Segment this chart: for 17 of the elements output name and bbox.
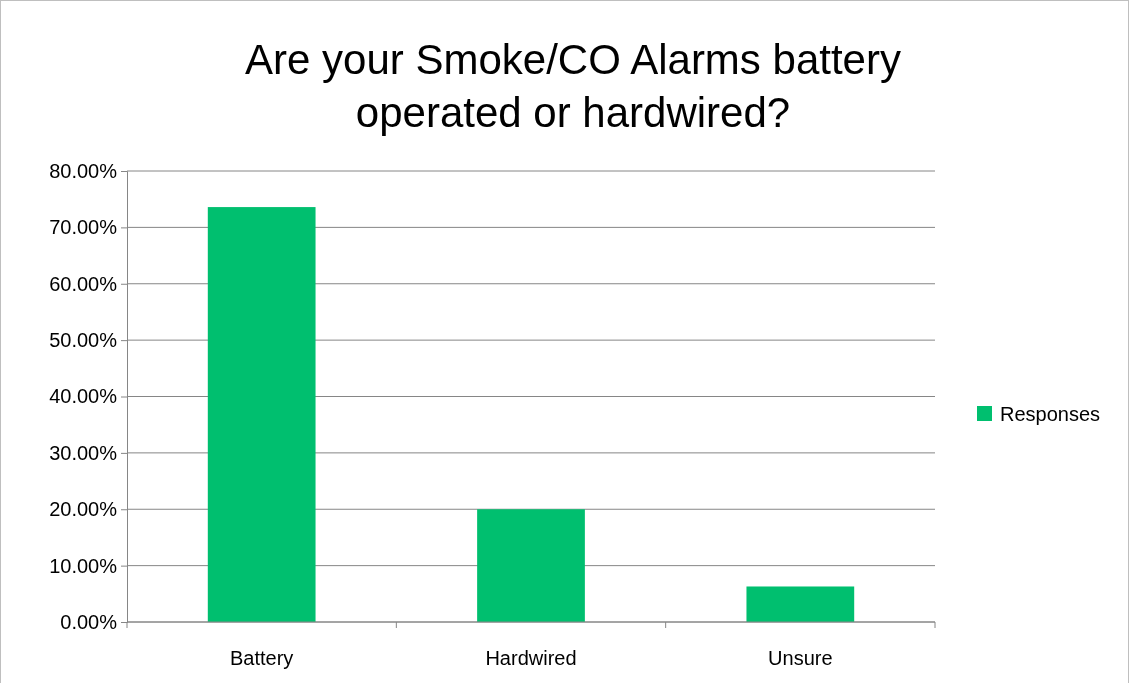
- y-tick-label: 20.00%: [49, 498, 118, 521]
- bar: [207, 207, 316, 622]
- x-tick-label: Unsure: [768, 647, 833, 669]
- y-tick-label: 50.00%: [49, 329, 118, 352]
- x-tick-label: Battery: [229, 647, 294, 669]
- y-tick-label: 10.00%: [49, 554, 118, 577]
- bar: [746, 586, 855, 622]
- x-tick-label: Hardwired: [485, 647, 577, 669]
- chart-title: Are your Smoke/CO Alarms battery operated or hardwired?: [245, 36, 901, 136]
- y-tick-label: 40.00%: [49, 385, 118, 408]
- bar: [477, 509, 585, 622]
- y-tick-label: 80.00%: [49, 159, 118, 182]
- y-tick-label: 30.00%: [49, 441, 118, 464]
- legend-label: Responses: [1000, 403, 1101, 425]
- y-tick-label: 70.00%: [49, 216, 118, 239]
- y-tick-label: 0.00%: [60, 610, 118, 633]
- y-tick-label: 60.00%: [49, 272, 118, 295]
